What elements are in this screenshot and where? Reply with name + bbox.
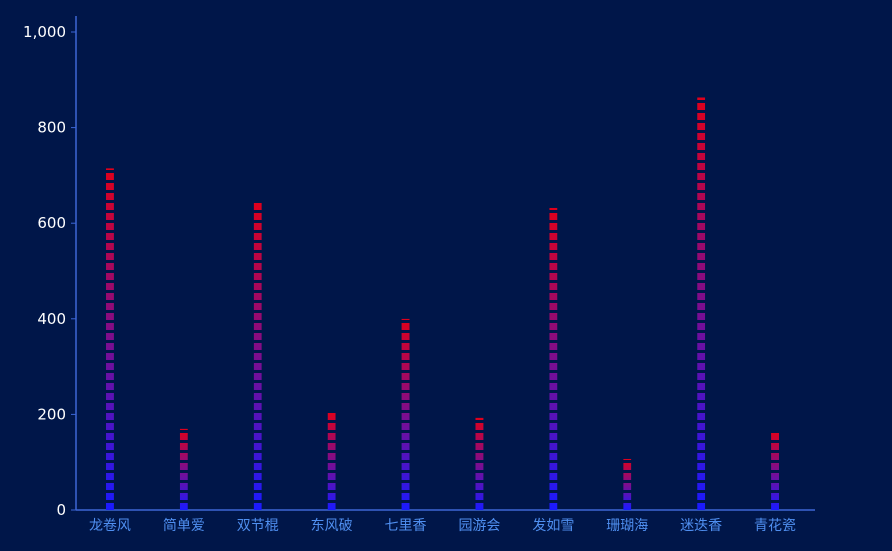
x-axis: 龙卷风 简单爱 双节棍 东风破 七里香 园游会 发如雪 珊瑚海 迷迭香 青花瓷 xyxy=(76,509,815,534)
x-tick-label: 东风破 xyxy=(311,518,353,534)
bar-fill xyxy=(253,203,262,510)
y-axis: 0 200 400 600 800 1,000 xyxy=(23,16,77,519)
x-tick-label: 双节棍 xyxy=(237,518,279,534)
bar-fill xyxy=(475,417,484,510)
bar-fill xyxy=(623,458,632,510)
bar-fill xyxy=(327,413,336,510)
bar[interactable] xyxy=(771,431,780,510)
x-tick-label: 龙卷风 xyxy=(89,518,131,534)
bar-fill xyxy=(771,433,780,510)
x-tick-label: 园游会 xyxy=(458,518,500,534)
x-tick-label: 迷迭香 xyxy=(680,518,722,534)
bar[interactable] xyxy=(327,412,336,510)
y-tick-label: 0 xyxy=(56,501,66,519)
bar[interactable] xyxy=(549,207,558,510)
bar[interactable] xyxy=(401,318,410,510)
y-tick-label: 1,000 xyxy=(23,23,66,41)
x-tick-label: 简单爱 xyxy=(163,517,205,534)
x-tick-label: 七里香 xyxy=(385,518,427,534)
bar[interactable] xyxy=(253,202,262,510)
x-tick-label: 珊瑚海 xyxy=(606,518,648,534)
bar-fill xyxy=(401,318,410,510)
y-tick-label: 800 xyxy=(37,119,66,137)
bar[interactable] xyxy=(179,428,188,510)
bar[interactable] xyxy=(475,417,484,510)
bar-fill xyxy=(105,168,114,510)
x-tick-label: 发如雪 xyxy=(532,518,574,534)
bar[interactable] xyxy=(105,168,114,510)
y-tick-label: 600 xyxy=(37,214,66,232)
bar[interactable] xyxy=(623,458,632,510)
y-tick-label: 400 xyxy=(37,310,66,328)
y-tick-label: 200 xyxy=(37,405,66,423)
bar-fill xyxy=(549,207,558,510)
bar-fill xyxy=(697,97,706,510)
bars xyxy=(105,97,780,510)
x-tick-label: 青花瓷 xyxy=(754,518,796,534)
bar[interactable] xyxy=(697,97,706,510)
bar-fill xyxy=(179,428,188,510)
